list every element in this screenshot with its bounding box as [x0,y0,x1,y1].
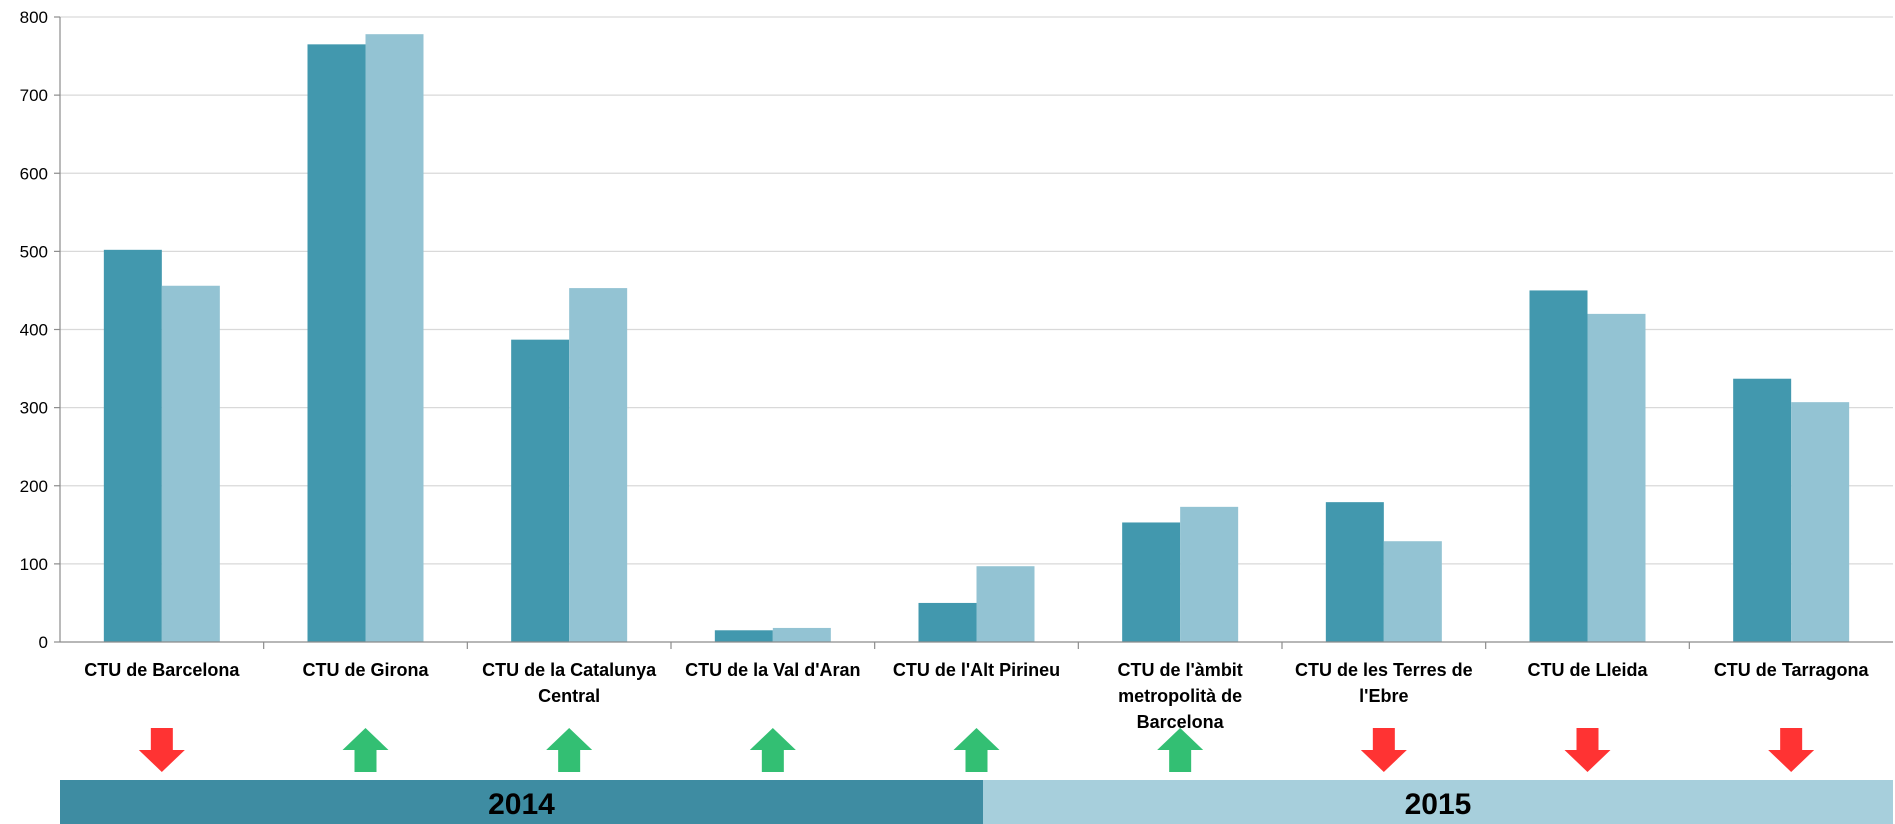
y-tick-label: 400 [20,321,48,340]
bar-2015 [1791,402,1850,642]
bar-2014 [103,249,162,642]
y-tick-label: 700 [20,86,48,105]
arrow-up-icon [953,728,1000,772]
arrow-up-icon [546,728,593,772]
arrow-down-icon [138,728,185,772]
bar-2015 [1587,313,1646,642]
x-tick-label: CTU de les Terres de l'Ebre [1295,660,1473,706]
bar-2014 [511,339,570,642]
bar-2014 [1529,290,1588,642]
bar-2015 [976,566,1035,642]
bar-2015 [1383,541,1442,642]
legend-label-2014: 2014 [488,788,555,821]
y-tick-label: 600 [20,164,48,183]
bar-2015 [1180,506,1239,642]
y-tick-label: 200 [20,477,48,496]
y-axis-ticks: 0 100 200 300 400 500 600 700 800 [20,8,48,652]
x-tick-label: CTU de la Catalunya Central [482,660,657,706]
bar-2014 [1733,378,1792,642]
arrow-down-icon [1768,728,1815,772]
legend: 2014 2015 [60,780,1893,824]
y-tick-label: 300 [20,399,48,418]
x-tick-label: CTU de la Val d'Aran [685,660,860,680]
x-tick-label: CTU de Girona [302,660,429,680]
bar-2014 [918,602,977,642]
legend-swatch-2014 [60,780,983,824]
y-tick-label: 800 [20,8,48,27]
x-tick-label: CTU de Lleida [1527,660,1648,680]
bar-2015 [161,285,220,642]
x-tick-label: CTU de Tarragona [1714,660,1870,680]
arrow-down-icon [1360,728,1407,772]
x-tick-label: CTU de l'Alt Pirineu [893,660,1060,680]
bar-2014 [1122,522,1181,642]
arrow-down-icon [1564,728,1611,772]
y-tick-label: 100 [20,555,48,574]
arrow-up-icon [749,728,796,772]
bar-2015 [569,288,628,642]
legend-swatch-2015 [983,780,1893,824]
x-tick-label: CTU de l'àmbit metropolità de Barcelona [1118,660,1243,732]
x-axis-ticks: CTU de Barcelona CTU de Girona CTU de la C… [84,660,1869,732]
axes [54,16,1893,649]
bar-2015 [772,627,831,642]
bar-2014 [307,44,366,642]
bar-2014 [714,630,773,642]
bar-2015 [365,34,424,642]
x-tick-label: CTU de Barcelona [84,660,240,680]
arrow-up-icon [1157,728,1204,772]
bars [103,34,1850,642]
legend-label-2015: 2015 [1405,788,1472,821]
trend-arrows [138,728,1815,772]
y-tick-label: 500 [20,242,48,261]
arrow-up-icon [342,728,389,772]
bar-2014 [1325,502,1384,642]
y-tick-label: 0 [39,633,48,652]
